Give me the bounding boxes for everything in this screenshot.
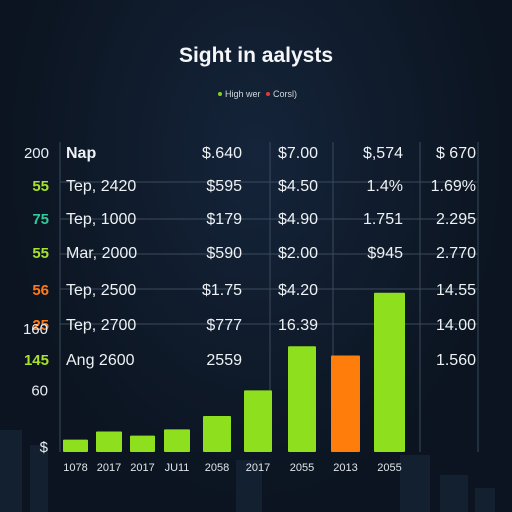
table-cell-6-0: Ang 2600 bbox=[66, 352, 135, 369]
bar-2 bbox=[130, 435, 155, 452]
table-cell-1-2: $4.50 bbox=[278, 178, 318, 195]
y-axis-ticks: $60 160 bbox=[23, 321, 49, 456]
table-cell-2-2: $4.90 bbox=[278, 211, 318, 228]
table-cell-1-0: Tep, 2420 bbox=[66, 178, 136, 195]
data-table: 200 55 75 55 56 25 145 Nap $.640 $7.00 $,574 $ 670 T… bbox=[24, 145, 476, 369]
table-cell-2-4: 2.295 bbox=[436, 211, 476, 228]
background-bar-2 bbox=[236, 460, 262, 512]
x-tick-6: 2055 bbox=[290, 462, 314, 474]
legend: High wer Corsl) bbox=[0, 89, 512, 99]
table-cell-3-3: $945 bbox=[367, 245, 403, 262]
table-cell-1-4: 1.69% bbox=[431, 178, 476, 195]
table-cell-5-0: Tep, 2700 bbox=[66, 317, 136, 334]
bar-8 bbox=[374, 292, 405, 452]
table-cell-3-0: Mar, 2000 bbox=[66, 245, 137, 262]
table-cell-3-4: 2.770 bbox=[436, 245, 476, 262]
legend-swatch-cost bbox=[266, 92, 271, 96]
x-tick-8: 2055 bbox=[377, 462, 401, 474]
row-label-3: 55 bbox=[32, 245, 49, 262]
row-label-0: 200 bbox=[24, 145, 49, 162]
table-cell-5-2: 16.39 bbox=[278, 317, 318, 334]
grid-lines bbox=[59, 142, 479, 452]
bar-series bbox=[63, 292, 405, 452]
bar-4 bbox=[203, 416, 231, 452]
table-cell-1-3: 1.4% bbox=[367, 178, 403, 195]
background-bars bbox=[0, 430, 495, 512]
legend-label-high: High wer bbox=[224, 89, 261, 99]
x-tick-4: 2058 bbox=[205, 462, 229, 474]
bar-7 bbox=[331, 355, 360, 452]
row-label-2: 75 bbox=[32, 211, 49, 228]
row-label-4: 56 bbox=[32, 282, 49, 299]
table-cell-2-0: Tep, 1000 bbox=[66, 211, 136, 228]
x-tick-3: JU11 bbox=[165, 462, 190, 474]
table-cell-2-3: 1.751 bbox=[363, 211, 403, 228]
legend-label-cost: Corsl) bbox=[273, 89, 298, 99]
table-cell-0-0: Nap bbox=[66, 145, 96, 162]
y-tick-2: 160 bbox=[23, 321, 48, 338]
y-tick-0: $ bbox=[40, 439, 49, 456]
table-cell-0-4: $ 670 bbox=[436, 145, 476, 162]
x-tick-7: 2013 bbox=[333, 462, 357, 474]
bar-5 bbox=[244, 390, 272, 452]
table-cell-3-1: $590 bbox=[206, 245, 242, 262]
background-bar-3 bbox=[400, 455, 430, 512]
table-cell-4-4: 14.55 bbox=[436, 282, 476, 299]
x-axis-ticks: 1078 2017 2017 JU11 2058 2017 2055 2013 2055 bbox=[63, 462, 401, 474]
table-cell-2-1: $179 bbox=[206, 211, 242, 228]
table-cell-6-4: 1.560 bbox=[436, 352, 476, 369]
background-bar-4 bbox=[440, 475, 468, 512]
x-tick-2: 2017 bbox=[130, 462, 154, 474]
legend-swatch-high bbox=[217, 92, 222, 96]
table-cell-4-1: $1.75 bbox=[202, 282, 242, 299]
row-label-1: 55 bbox=[32, 178, 49, 195]
table-cell-0-3: $,574 bbox=[363, 145, 403, 162]
bar-1 bbox=[96, 431, 122, 452]
table-cell-1-1: $595 bbox=[206, 178, 242, 195]
table-cell-0-2: $7.00 bbox=[278, 145, 318, 162]
bar-6 bbox=[288, 346, 316, 452]
table-cell-6-1: 2559 bbox=[206, 352, 242, 369]
background-bar-0 bbox=[0, 430, 22, 512]
table-cell-5-1: $777 bbox=[206, 317, 242, 334]
table-cell-3-2: $2.00 bbox=[278, 245, 318, 262]
bar-0 bbox=[63, 439, 88, 452]
bar-3 bbox=[164, 429, 190, 452]
table-cell-4-0: Tep, 2500 bbox=[66, 282, 136, 299]
background-bar-1 bbox=[30, 445, 48, 512]
chart-title: Sight in aalysts bbox=[178, 44, 334, 67]
x-tick-0: 1078 bbox=[63, 462, 87, 474]
y-tick-1: 60 bbox=[31, 382, 48, 399]
table-cell-4-2: $4.20 bbox=[278, 282, 318, 299]
x-tick-1: 2017 bbox=[97, 462, 121, 474]
row-label-6: 145 bbox=[24, 352, 49, 369]
background-bar-5 bbox=[475, 488, 495, 512]
table-cell-5-4: 14.00 bbox=[436, 317, 476, 334]
row-label-5: 25 bbox=[32, 317, 49, 334]
table-cell-0-1: $.640 bbox=[202, 145, 242, 162]
x-tick-5: 2017 bbox=[246, 462, 270, 474]
